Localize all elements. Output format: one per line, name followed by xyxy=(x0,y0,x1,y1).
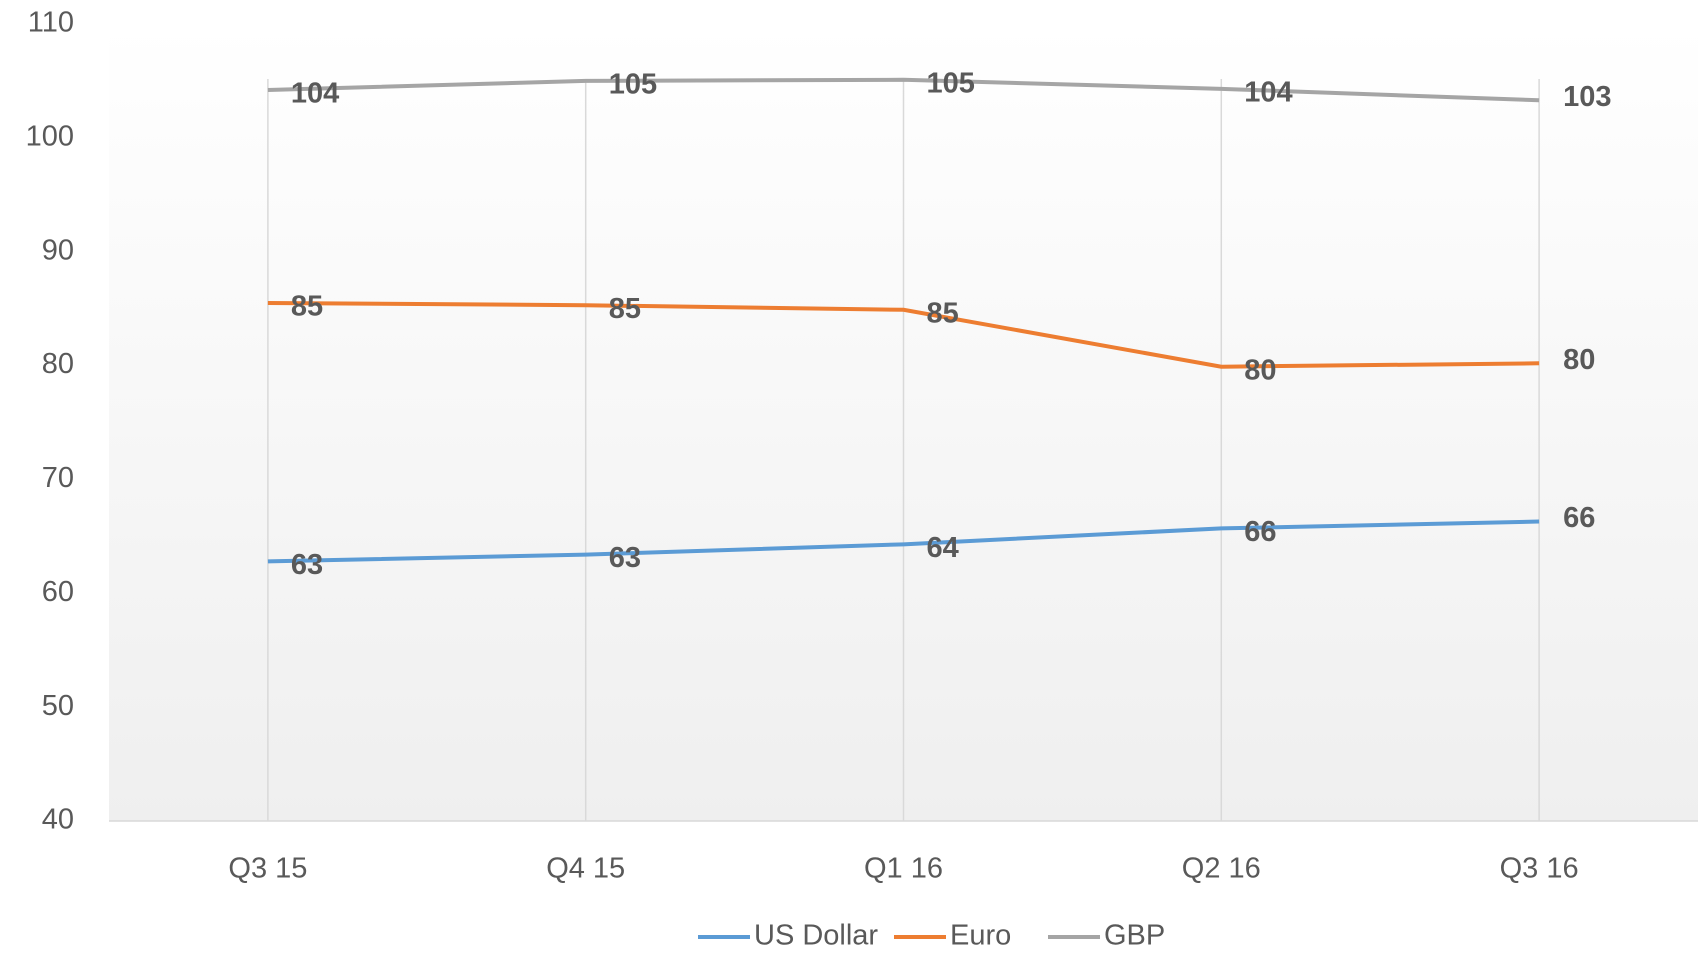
data-label: 85 xyxy=(291,291,323,323)
legend-label: GBP xyxy=(1104,920,1165,952)
y-tick-label: 40 xyxy=(42,804,74,836)
x-tick-label: Q1 16 xyxy=(864,853,943,885)
data-label: 104 xyxy=(1244,77,1292,109)
y-tick-label: 60 xyxy=(42,576,74,608)
y-tick-label: 90 xyxy=(42,234,74,266)
data-label: 80 xyxy=(1563,344,1595,376)
data-label: 105 xyxy=(927,67,975,99)
series-line xyxy=(267,77,1540,103)
y-tick-label: 50 xyxy=(42,690,74,722)
x-tick-label: Q2 16 xyxy=(1182,853,1261,885)
y-tick-label: 70 xyxy=(42,462,74,494)
data-label: 63 xyxy=(609,542,641,574)
data-label: 66 xyxy=(1244,516,1276,548)
y-tick-label: 100 xyxy=(26,121,74,153)
y-tick-label: 110 xyxy=(28,7,74,39)
legend-label: US Dollar xyxy=(754,920,878,952)
data-label: 85 xyxy=(609,293,641,325)
data-label: 63 xyxy=(291,549,323,581)
series-line xyxy=(267,300,1540,369)
y-tick-label: 80 xyxy=(42,348,74,380)
series-line xyxy=(267,519,1540,564)
data-label: 85 xyxy=(927,297,959,329)
data-label: 103 xyxy=(1563,81,1611,113)
data-label: 80 xyxy=(1244,354,1276,386)
data-label: 64 xyxy=(927,532,959,564)
data-label: 66 xyxy=(1563,502,1595,534)
x-tick-label: Q4 15 xyxy=(546,853,625,885)
data-label: 104 xyxy=(291,78,339,110)
data-label: 105 xyxy=(609,69,657,101)
legend-label: Euro xyxy=(950,920,1011,952)
x-tick-label: Q3 16 xyxy=(1500,853,1579,885)
x-tick-label: Q3 15 xyxy=(228,853,307,885)
